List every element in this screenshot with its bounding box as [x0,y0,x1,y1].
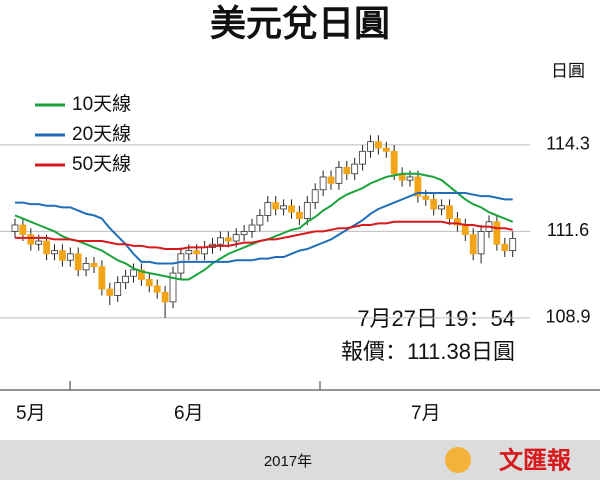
footer-year: 2017年 [264,453,312,470]
candle-body [27,234,35,245]
legend-label: 10天線 [72,93,131,115]
candle-body [224,237,232,242]
candle-body [430,198,438,210]
candle-body [216,237,224,245]
legend-label: 50天線 [72,153,131,175]
candle-body [82,263,90,271]
candle-body [90,263,98,268]
candle-body [248,224,256,232]
y-tick-label: 114.3 [546,134,590,154]
candle-body [264,202,272,216]
candle-body [335,166,343,184]
candle-body [359,150,367,165]
candle-body [406,176,414,181]
candle-body [319,176,327,191]
candle-body [414,176,422,197]
candle-body [446,205,453,219]
candle-body [169,272,177,303]
candle-body [390,150,398,175]
candle-body [493,221,501,245]
chart-title: 美元兌日圓 [210,3,390,44]
candle-body [343,166,351,175]
candle-body [51,250,58,255]
candle-body [43,240,50,255]
candle-body [114,282,122,296]
y-tick-label: 111.6 [547,220,589,240]
logo-icon [445,447,471,473]
candle-body [130,269,137,277]
candle-body [303,202,311,219]
candle-body [367,141,374,152]
candle-body [66,253,74,261]
candle-body [193,250,201,255]
candle-body [240,231,248,236]
candle-body [122,275,129,284]
candle-body [501,243,509,252]
candle-body [280,205,288,210]
candle-body [106,288,114,296]
candle-body [153,285,161,293]
annotation: 報價：111.38日圓 [341,339,515,364]
candle-body [438,205,446,210]
candle-body [311,189,319,203]
candle-body [59,250,66,261]
candle-body [256,214,264,226]
candle-body [374,141,382,149]
moving-average-line [15,191,513,265]
y-tick-label: 108.9 [545,307,590,327]
candle-body [461,224,469,236]
candle-body [469,234,477,255]
x-tick-label: 5月 [16,403,46,424]
candle-body [11,224,19,232]
logo-text: 文匯報 [499,446,572,474]
candle-body [295,211,303,219]
candle-body [422,195,430,200]
footer-band [0,440,600,480]
candle-body [137,269,145,280]
candle-body [177,253,185,274]
x-tick-label: 6月 [174,403,204,424]
candle-body [509,238,517,252]
candle-body [98,266,106,290]
candle-body [35,240,43,245]
candle-body [351,163,359,175]
y-axis-unit: 日圓 [551,61,585,80]
candle-body [19,224,27,236]
candle-body [272,202,280,210]
candle-body [74,253,82,271]
candle-body [382,147,390,152]
candle-body [161,291,169,303]
candle-body [477,231,485,255]
legend-label: 20天線 [72,123,131,145]
candle-body [453,218,461,226]
candle-body [185,250,193,255]
x-tick-label: 7月 [411,403,441,424]
candle-body [327,176,335,184]
candle-body [145,279,153,287]
candle-body [288,205,295,213]
moving-average-line [15,220,513,251]
candle-body [232,234,240,242]
